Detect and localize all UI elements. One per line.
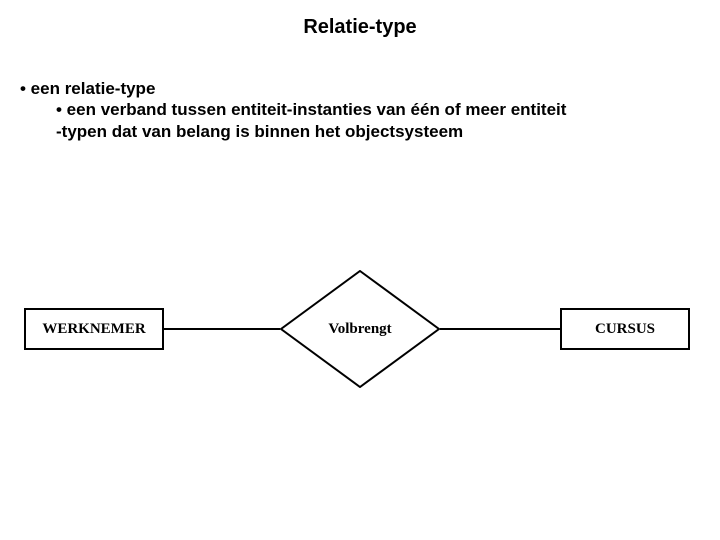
connector-left — [164, 328, 280, 330]
bullet-level1-line1: • een verband tussen entiteit-instanties… — [56, 99, 700, 120]
er-diagram: WERKNEMER CURSUS Volbrengt — [0, 250, 720, 430]
relationship-label: Volbrengt — [280, 270, 440, 388]
bullet-level1-line2: -typen dat van belang is binnen het obje… — [56, 121, 700, 142]
connector-right — [440, 328, 560, 330]
page-title: Relatie-type — [0, 0, 720, 39]
bullet-level0: • een relatie-type — [20, 78, 700, 99]
entity-werknemer-label: WERKNEMER — [42, 321, 145, 338]
entity-cursus-label: CURSUS — [595, 321, 655, 338]
entity-werknemer: WERKNEMER — [24, 308, 164, 350]
entity-cursus: CURSUS — [560, 308, 690, 350]
relationship-volbrengt: Volbrengt — [280, 270, 440, 388]
bullet-list: • een relatie-type • een verband tussen … — [20, 78, 700, 142]
